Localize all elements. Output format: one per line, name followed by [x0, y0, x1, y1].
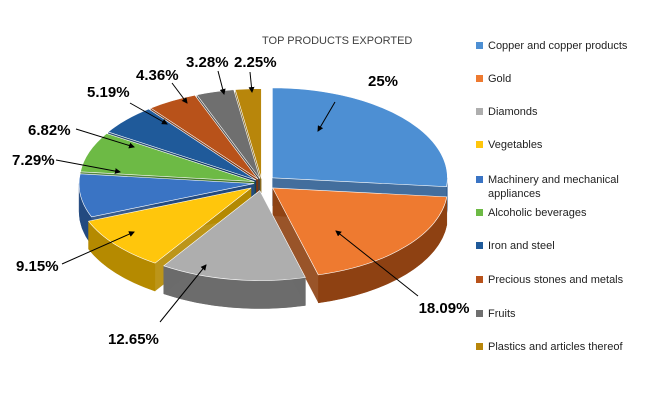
legend-item: Precious stones and metals	[476, 274, 624, 286]
legend-label: Diamonds	[488, 106, 538, 118]
legend-item: Gold	[476, 73, 511, 85]
legend-swatch	[476, 75, 483, 82]
legend-item: Copper and copper products	[476, 40, 628, 52]
leader-line	[217, 70, 226, 95]
data-label: 3.28%	[186, 54, 229, 71]
data-label: 7.29%	[12, 152, 55, 169]
leader-line	[317, 101, 336, 132]
leader-line	[335, 230, 419, 297]
legend-swatch	[476, 108, 483, 115]
legend-item: Vegetables	[476, 139, 543, 151]
leader-line	[159, 264, 207, 323]
leader-line	[248, 71, 255, 93]
legend-item: Machinery and mechanical appliances	[476, 174, 619, 200]
legend-swatch	[476, 343, 483, 350]
data-label: 4.36%	[136, 67, 179, 84]
legend-swatch	[476, 176, 483, 183]
leader-line	[55, 159, 121, 175]
legend-swatch	[476, 242, 483, 249]
leader-line	[61, 231, 135, 265]
data-label: 18.09%	[419, 300, 470, 317]
leader-line	[129, 102, 168, 125]
data-label: 12.65%	[108, 331, 159, 348]
legend-item: Plastics and articles thereof	[476, 341, 623, 353]
pie-slice	[272, 187, 448, 304]
legend-item: Fruits	[476, 308, 516, 320]
pie-slice	[163, 190, 306, 309]
legend-swatch	[476, 310, 483, 317]
legend-label: Alcoholic beverages	[488, 207, 587, 219]
legend-swatch	[476, 141, 483, 148]
legend-item: Diamonds	[476, 106, 538, 118]
legend-label: Plastics and articles thereof	[488, 341, 623, 353]
legend-item: Iron and steel	[476, 240, 555, 252]
leader-line	[171, 82, 188, 104]
legend-swatch	[476, 42, 483, 49]
legend-label: Fruits	[488, 308, 516, 320]
legend-label: Precious stones and metals	[488, 274, 624, 286]
label-leaders	[55, 70, 419, 323]
data-label: 9.15%	[16, 258, 59, 275]
legend: Copper and copper products Gold Diamonds Ve…	[476, 40, 628, 353]
chart-title: TOP PRODUCTS EXPORTED	[262, 35, 412, 47]
leader-line	[75, 128, 135, 149]
data-label: 5.19%	[87, 84, 130, 101]
data-labels: 25% 18.09% 12.65% 9.15% 7.29% 6.82% 5.19% 4.36%…	[12, 54, 469, 348]
legend-label: Vegetables	[488, 139, 543, 151]
legend-swatch	[476, 209, 483, 216]
legend-label: Copper and copper products	[488, 40, 628, 52]
legend-label: Gold	[488, 73, 511, 85]
legend-label: Iron and steel	[488, 240, 555, 252]
pie-slices	[78, 87, 448, 309]
legend-item: Alcoholic beverages	[476, 207, 587, 219]
legend-swatch	[476, 276, 483, 283]
data-label: 25%	[368, 73, 398, 90]
data-label: 2.25%	[234, 54, 277, 71]
data-label: 6.82%	[28, 122, 71, 139]
legend-label: Machinery and mechanical appliances	[488, 174, 619, 200]
